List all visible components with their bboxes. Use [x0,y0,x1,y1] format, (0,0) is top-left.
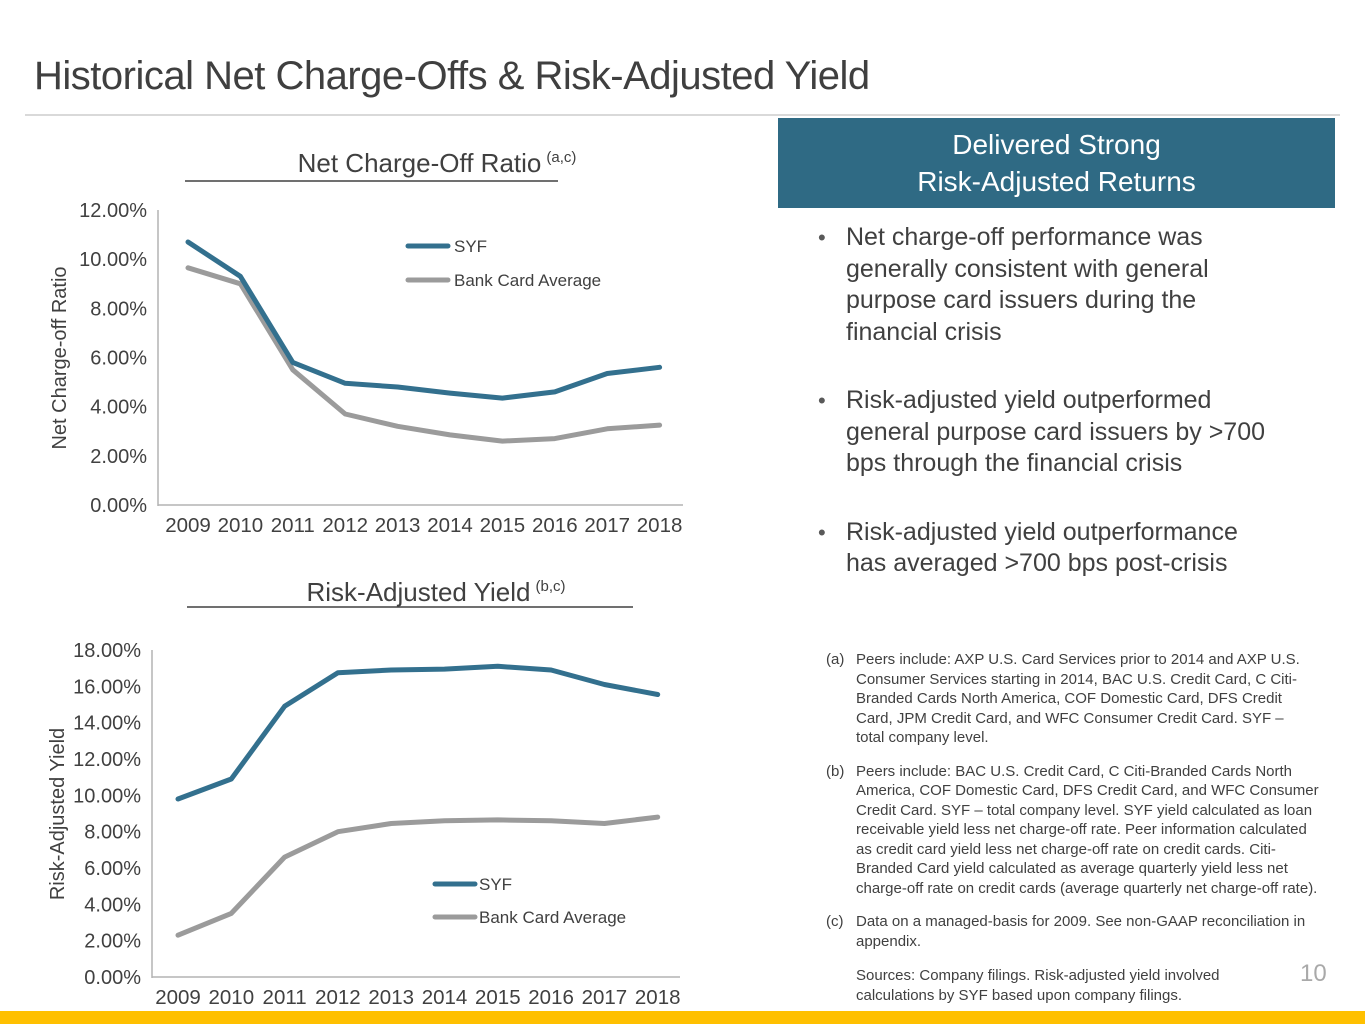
x-category-label: 2017 [584,514,630,537]
x-category-label: 2014 [422,986,468,1009]
chart-title: Risk-Adjusted Yield (b,c) [307,577,566,607]
x-category-label: 2012 [315,986,361,1009]
bullet-list: • Net charge-off performance was generall… [812,222,1324,617]
y-tick-label: 0.00% [84,967,141,989]
y-tick-label: 18.00% [73,640,141,662]
x-category-label: 2011 [271,514,315,537]
bullet-text: Risk-adjusted yield outperformed general… [846,386,1266,477]
bullet-dot: • [818,519,826,545]
legend-label-bank-card-average: Bank Card Average [479,908,626,927]
x-category-label: 2015 [480,514,526,537]
y-axis-title: Net Charge-off Ratio [49,266,71,449]
y-tick-label: 6.00% [84,858,141,880]
x-category-label: 2014 [427,514,473,537]
footnote-label: (c) [826,913,844,930]
y-tick-label: 6.00% [90,348,147,370]
y-tick-label: 0.00% [90,495,147,517]
y-tick-label: 12.00% [79,200,147,222]
x-category-label: 2018 [635,986,681,1009]
footnote-a: (a) Peers include: AXP U.S. Card Services… [826,650,1340,748]
callout-title-line1: Delivered Strong [952,129,1161,160]
risk-adjusted-yield-chart-svg: Risk-Adjusted Yield (b,c) 0.00% 2.00% 4.00% 6… [47,577,681,1009]
series-line-bank-card-average [185,265,663,444]
x-category-label: 2017 [582,986,628,1009]
bullet-item-3: • Risk-adjusted yield outperformance has … [812,517,1324,580]
legend-label-bank-card-average: Bank Card Average [454,271,601,290]
bottom-accent-bar [0,1011,1365,1024]
y-tick-label: 2.00% [90,446,147,468]
x-category-label: 2016 [528,986,574,1009]
bullet-text: Net charge-off performance was generally… [846,223,1209,346]
chart-title: Net Charge-Off Ratio (a,c) [298,148,577,178]
y-tick-label: 4.00% [90,397,147,419]
y-tick-label: 2.00% [84,931,141,953]
y-tick-label: 16.00% [73,676,141,698]
callout-title-line2: Risk-Adjusted Returns [917,166,1196,197]
x-category-label: 2010 [218,514,264,537]
x-category-label: 2015 [475,986,521,1009]
x-category-label: 2018 [637,514,683,537]
bullet-dot: • [818,388,826,413]
series-line-syf [185,239,663,401]
x-category-label: 2010 [208,986,254,1009]
x-category-label: 2009 [165,514,211,537]
risk-adjusted-yield-chart: Risk-Adjusted Yield (b,c) 0.00% 2.00% 4.00% 6… [30,570,700,1022]
footnote-label: (a) [826,651,845,668]
x-category-label: 2016 [532,514,578,537]
callout-header: Delivered Strong Risk-Adjusted Returns [778,118,1335,208]
sources-note: Sources: Company filings. Risk-adjusted … [856,967,1220,1004]
y-tick-label: 12.00% [73,749,141,771]
x-category-label: 2012 [322,514,368,537]
y-tick-label: 4.00% [84,894,141,916]
x-category-label: 2013 [368,986,414,1009]
net-charge-off-chart-svg: Net Charge-Off Ratio (a,c) 0.00% 2.00% 4.00%… [49,148,683,537]
footnote-b: (b) Peers include: BAC U.S. Credit Card, … [826,762,1340,899]
y-tick-label: 10.00% [79,249,147,271]
title-divider [25,114,1340,116]
y-tick-label: 8.00% [84,822,141,844]
y-tick-label: 10.00% [73,785,141,807]
footnote-text: Peers include: AXP U.S. Card Services pr… [856,651,1300,746]
footnote-text: Data on a managed-basis for 2009. See no… [856,913,1306,950]
footnote-c: (c) Data on a managed-basis for 2009. See… [826,912,1340,951]
bullet-item-2: • Risk-adjusted yield outperformed genera… [812,385,1324,480]
series-line-bank-card-average [175,814,661,938]
footnote-text: Peers include: BAC U.S. Credit Card, C C… [856,762,1319,897]
x-category-label: 2011 [263,986,307,1009]
footnotes: (a) Peers include: AXP U.S. Card Services… [826,650,1340,965]
bullet-dot: • [818,225,826,250]
x-category-label: 2013 [375,514,421,537]
bullet-item-1: • Net charge-off performance was generall… [812,222,1324,348]
legend-label-syf: SYF [479,875,512,894]
y-tick-label: 14.00% [73,713,141,735]
y-tick-label: 8.00% [90,298,147,320]
legend-label-syf: SYF [454,237,487,256]
y-axis-title: Risk-Adjusted Yield [47,728,69,900]
series-line-syf [175,663,661,802]
bullet-text: Risk-adjusted yield outperformance has a… [846,517,1238,578]
footnote-label: (b) [826,762,845,780]
page-title: Historical Net Charge-Offs & Risk-Adjust… [34,54,870,98]
page-number: 10 [1300,960,1327,987]
net-charge-off-chart: Net Charge-Off Ratio (a,c) 0.00% 2.00% 4.00%… [30,132,700,566]
x-category-label: 2009 [155,986,201,1009]
